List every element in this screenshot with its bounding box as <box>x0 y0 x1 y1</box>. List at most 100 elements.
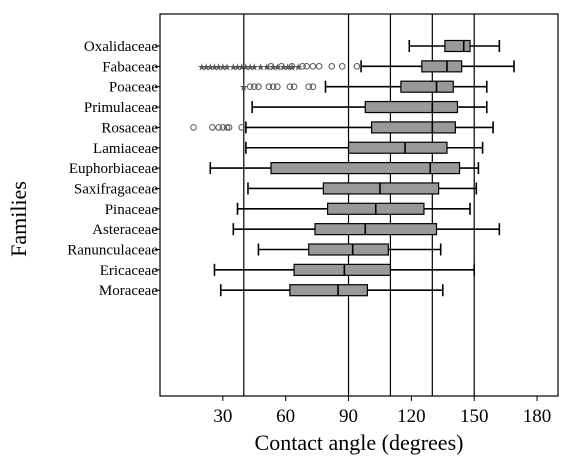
box-row-fabaceae: ★★★★★★★★★★★★★★★★★★★★★ <box>197 60 515 73</box>
x-tick-label: 90 <box>339 406 358 427</box>
outlier-circle <box>338 63 346 70</box>
x-axis: 30 60 90 120 150 180 <box>213 396 551 427</box>
outlier-star: ★ <box>239 83 248 94</box>
box-row-pinaceae <box>236 202 471 215</box>
outlier-star: ★ <box>202 62 211 73</box>
iqr-box <box>370 121 456 134</box>
outlier-circle <box>353 63 361 70</box>
x-tick-label: 60 <box>276 406 295 427</box>
outlier-circle <box>219 124 227 131</box>
outlier-star: ★ <box>273 62 282 73</box>
outlier-circle <box>250 83 258 90</box>
box-row-lamiaceae <box>245 141 484 154</box>
box-row-euphorbiaceae <box>209 162 480 175</box>
outlier-circle <box>209 124 216 131</box>
box-row-oxalidaceae <box>408 39 501 53</box>
outlier-circle <box>246 83 254 90</box>
box-row-saxifragaceae <box>247 182 478 195</box>
outlier-circle <box>305 83 313 90</box>
box-row-primulaceae <box>251 100 488 114</box>
outlier-star: ★ <box>241 62 250 73</box>
iqr-box <box>270 162 461 175</box>
outlier-star: ★ <box>233 62 242 73</box>
iqr-box <box>400 80 454 93</box>
box-row-moraceae <box>219 284 444 297</box>
iqr-box <box>314 223 438 236</box>
iqr-box <box>421 60 463 73</box>
box-row-ericaceae <box>213 263 476 276</box>
y-tick-label: Ranunculaceae <box>67 243 158 259</box>
box-row-poaceae: ★ <box>239 80 488 94</box>
iqr-box <box>322 182 440 195</box>
outlier-circle <box>328 63 336 70</box>
y-axis-label: Families <box>6 181 31 257</box>
outlier-star: ★ <box>294 62 303 73</box>
outlier-circle <box>278 63 285 70</box>
x-tick-label: 150 <box>460 406 489 427</box>
y-tick-label: Fabaceae <box>102 59 158 75</box>
outlier-circle <box>315 63 323 70</box>
outlier-star: ★ <box>279 62 288 73</box>
outlier-circle <box>269 83 277 90</box>
y-tick-label: Lamiaceae <box>93 141 158 157</box>
outlier-circle <box>223 124 231 131</box>
iqr-box <box>289 284 368 297</box>
x-tick-label: 120 <box>397 406 426 427</box>
outlier-star: ★ <box>237 62 246 73</box>
outlier-star: ★ <box>262 62 271 73</box>
box-row-rosaceae <box>190 121 494 134</box>
outlier-circle <box>303 63 310 70</box>
iqr-box <box>364 100 459 114</box>
y-tick-label: Saxifragaceae <box>74 181 158 197</box>
outlier-star: ★ <box>246 62 255 73</box>
outlier-circle <box>255 83 262 90</box>
outlier-star: ★ <box>229 62 238 73</box>
outlier-star: ★ <box>283 62 292 73</box>
outlier-circle <box>225 124 233 131</box>
plot-area-frame <box>159 13 559 397</box>
y-tick-label: Pinaceae <box>105 202 159 218</box>
box-row-ranunculaceae <box>257 243 442 256</box>
outlier-star: ★ <box>210 62 219 73</box>
outlier-circle <box>190 124 197 131</box>
iqr-box <box>308 243 389 256</box>
outlier-circle <box>274 83 281 90</box>
iqr-box <box>293 263 392 276</box>
outlier-star: ★ <box>287 62 296 73</box>
box-row-asteraceae <box>232 223 501 236</box>
outlier-circle <box>288 63 296 70</box>
outlier-star: ★ <box>206 62 215 73</box>
outlier-star: ★ <box>269 62 278 73</box>
outlier-circle <box>299 63 306 70</box>
y-tick-label: Euphorbiaceae <box>69 161 158 177</box>
y-tick-label: Primulaceae <box>84 100 158 116</box>
outlier-star: ★ <box>223 62 232 73</box>
outlier-circle <box>265 83 273 90</box>
outlier-star: ★ <box>250 62 259 73</box>
iqr-box <box>347 141 448 154</box>
x-tick-label: 30 <box>213 406 232 427</box>
outlier-star: ★ <box>256 62 265 73</box>
outlier-circle <box>238 124 245 131</box>
outlier-circle <box>215 124 222 131</box>
y-tick-label: Moraceae <box>99 283 158 299</box>
y-tick-label: Rosaceae <box>101 120 158 136</box>
outlier-circle <box>286 83 294 90</box>
y-axis: Oxalidaceae Fabaceae Poaceae Primulaceae Ros… <box>67 39 160 299</box>
x-tick-label: 180 <box>523 406 552 427</box>
iqr-box <box>444 39 471 53</box>
outlier-circle <box>309 63 317 70</box>
outlier-star: ★ <box>214 62 223 73</box>
outlier-circle <box>309 83 317 90</box>
y-tick-label: Asteraceae <box>92 222 158 238</box>
outlier-circle <box>267 63 275 70</box>
outlier-star: ★ <box>218 62 227 73</box>
y-tick-label: Oxalidaceae <box>84 39 158 55</box>
box-series: ★★★★★★★★★★★★★★★★★★★★★★ <box>190 39 515 297</box>
x-axis-label: Contact angle (degrees) <box>255 430 464 455</box>
outlier-star: ★ <box>197 62 206 73</box>
y-tick-label: Ericaceae <box>100 263 159 279</box>
outlier-circle <box>290 83 298 90</box>
y-tick-label: Poaceae <box>109 80 158 96</box>
